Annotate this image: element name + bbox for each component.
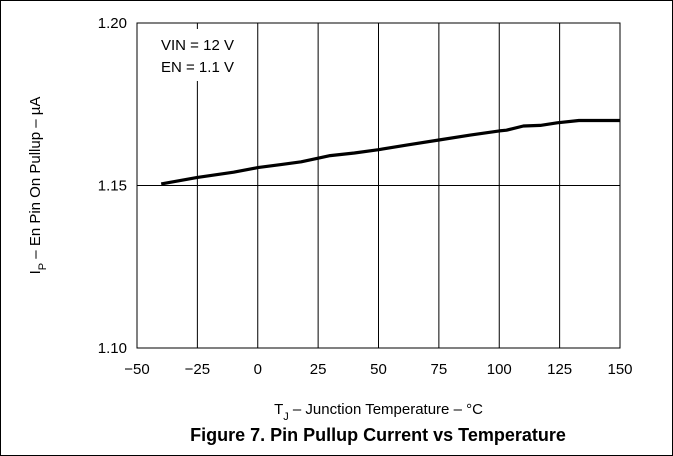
x-tick-label: 0 [254,361,262,378]
x-tick-label: −25 [185,361,210,378]
legend-box: VIN = 12 V EN = 1.1 V [145,29,257,81]
figure-caption: Figure 7. Pin Pullup Current vs Temperat… [190,425,566,445]
x-tick-label: −50 [124,361,149,378]
y-axis-label: IP – En Pin On Pullup – µA [27,97,49,275]
series-layer [160,118,620,186]
annotation-en: EN = 1.1 V [161,59,234,76]
annotation-vin: VIN = 12 V [161,37,234,54]
x-tick-label: 125 [547,361,572,378]
x-tick-label: 150 [607,361,632,378]
y-tick-label: 1.15 [98,178,127,195]
plot-area-border [136,22,621,349]
x-tick-label: 25 [310,361,327,378]
x-tick-label: 50 [370,361,387,378]
x-axis-label: TJ – Junction Temperature – °C [274,401,483,423]
y-tick-label: 1.10 [98,340,127,357]
y-tick-labels: 1.10 1.15 1.20 [98,15,127,357]
x-tick-label: 100 [487,361,512,378]
grid-lines [137,23,620,348]
x-tick-labels: −50 −25 0 25 50 75 100 125 150 [124,361,632,378]
x-tick-label: 75 [431,361,448,378]
series-line [160,118,620,186]
y-tick-label: 1.20 [98,15,127,32]
